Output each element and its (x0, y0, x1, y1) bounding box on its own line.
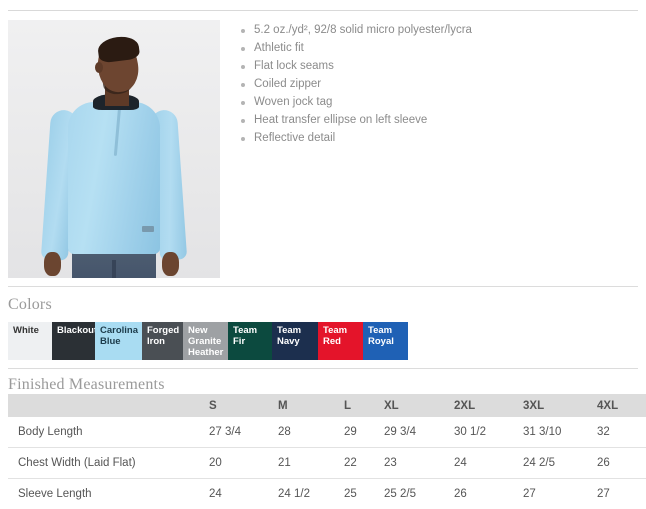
color-swatch-label: White (13, 325, 39, 336)
feature-item: Heat transfer ellipse on left sleeve (240, 113, 638, 128)
cell-3xl: 31 3/10 (523, 417, 597, 448)
cell-xl: 23 (384, 448, 454, 479)
color-swatch[interactable]: New Granite Heather (183, 322, 228, 360)
column-header-xl: XL (384, 394, 454, 417)
table-header-row: S M L XL 2XL 3XL 4XL (8, 394, 646, 417)
row-label: Chest Width (Laid Flat) (8, 448, 209, 479)
cell-4xl: 27 (597, 479, 646, 509)
colors-divider (8, 286, 638, 287)
color-swatch[interactable]: Team Royal (363, 322, 408, 360)
color-swatch[interactable]: Forged Iron (142, 322, 183, 360)
feature-item: Woven jock tag (240, 95, 638, 110)
color-swatch-label: Team Fir (233, 325, 257, 347)
cell-m: 21 (278, 448, 344, 479)
measurements-heading: Finished Measurements (8, 376, 165, 394)
cell-4xl: 32 (597, 417, 646, 448)
cell-2xl: 26 (454, 479, 523, 509)
cell-s: 24 (209, 479, 278, 509)
row-label: Sleeve Length (8, 479, 209, 509)
cell-s: 20 (209, 448, 278, 479)
color-swatch[interactable]: Team Navy (272, 322, 318, 360)
feature-item: Flat lock seams (240, 59, 638, 74)
color-swatch[interactable]: Team Fir (228, 322, 272, 360)
product-image[interactable] (8, 20, 220, 278)
column-header-measurement (8, 394, 209, 417)
column-header-l: L (344, 394, 384, 417)
color-swatch[interactable]: White (8, 322, 52, 360)
cell-l: 25 (344, 479, 384, 509)
model-jeans-seam (112, 260, 116, 278)
top-divider (8, 10, 638, 11)
cell-3xl: 27 (523, 479, 597, 509)
model-left-hand (44, 252, 61, 276)
cell-3xl: 24 2/5 (523, 448, 597, 479)
column-header-s: S (209, 394, 278, 417)
color-swatch-label: Forged Iron (147, 325, 179, 347)
color-swatch[interactable]: Blackout (52, 322, 95, 360)
column-header-3xl: 3XL (523, 394, 597, 417)
cell-4xl: 26 (597, 448, 646, 479)
color-swatch-label: New Granite Heather (188, 325, 223, 358)
cell-2xl: 24 (454, 448, 523, 479)
column-header-m: M (278, 394, 344, 417)
row-label: Body Length (8, 417, 209, 448)
table-row: Sleeve Length 24 24 1/2 25 25 2/5 26 27 … (8, 479, 646, 509)
cell-xl: 29 3/4 (384, 417, 454, 448)
feature-item: Coiled zipper (240, 77, 638, 92)
colors-heading: Colors (8, 296, 52, 314)
color-swatch-label: Carolina Blue (100, 325, 138, 347)
cell-xl: 25 2/5 (384, 479, 454, 509)
color-swatch[interactable]: Team Red (318, 322, 363, 360)
column-header-4xl: 4XL (597, 394, 646, 417)
cell-l: 29 (344, 417, 384, 448)
model-ear (95, 62, 103, 73)
color-swatch-label: Team Red (323, 325, 347, 347)
photo-background (8, 20, 220, 278)
color-swatch-label: Team Royal (368, 325, 394, 347)
feature-item: Reflective detail (240, 131, 638, 146)
cell-m: 24 1/2 (278, 479, 344, 509)
cell-s: 27 3/4 (209, 417, 278, 448)
table-row: Body Length 27 3/4 28 29 29 3/4 30 1/2 3… (8, 417, 646, 448)
measurements-divider (8, 368, 638, 369)
column-header-2xl: 2XL (454, 394, 523, 417)
feature-item: Athletic fit (240, 41, 638, 56)
model-right-hand (162, 252, 179, 276)
color-swatch-label: Blackout (57, 325, 95, 336)
color-swatch[interactable]: Carolina Blue (95, 322, 142, 360)
feature-list: 5.2 oz./yd², 92/8 solid micro polyester/… (240, 23, 638, 149)
model-sleeve-tag (142, 226, 154, 232)
measurements-table: S M L XL 2XL 3XL 4XL Body Length 27 3/4 … (8, 394, 646, 509)
cell-l: 22 (344, 448, 384, 479)
cell-m: 28 (278, 417, 344, 448)
color-swatch-label: Team Navy (277, 325, 301, 347)
table-row: Chest Width (Laid Flat) 20 21 22 23 24 2… (8, 448, 646, 479)
cell-2xl: 30 1/2 (454, 417, 523, 448)
color-swatch-list: White Blackout Carolina Blue Forged Iron… (8, 322, 408, 360)
feature-item: 5.2 oz./yd², 92/8 solid micro polyester/… (240, 23, 638, 38)
